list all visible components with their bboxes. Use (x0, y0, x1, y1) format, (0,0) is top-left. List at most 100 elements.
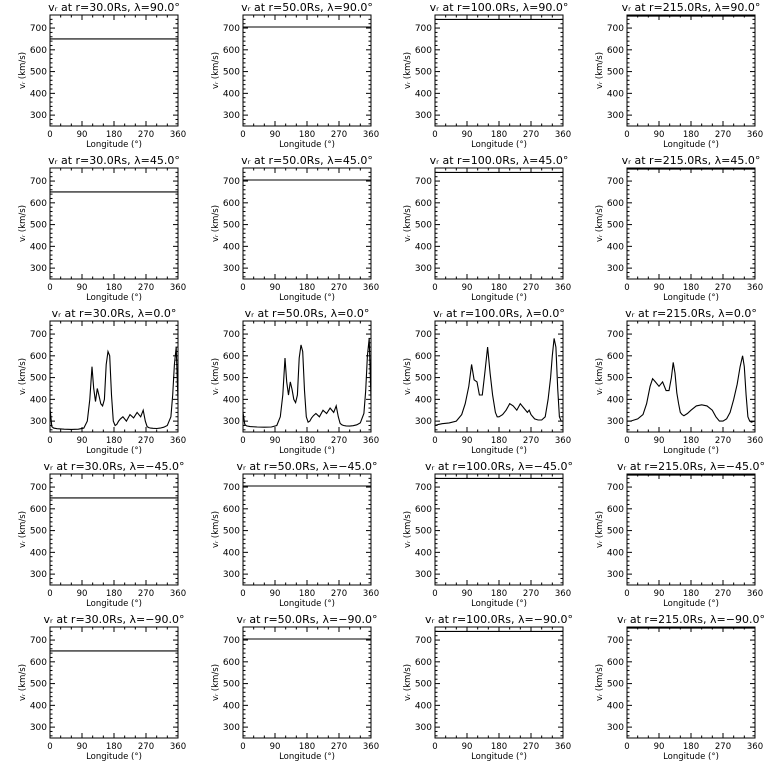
x-tick-label: 90 (77, 742, 88, 752)
x-tick-label: 180 (299, 436, 315, 446)
y-tick-label: 700 (223, 24, 240, 34)
y-tick-label: 500 (607, 680, 624, 690)
y-tick-label: 600 (607, 505, 624, 515)
y-tick-label: 700 (30, 177, 47, 187)
x-tick-label: 180 (683, 130, 699, 140)
x-tick-label: 360 (555, 436, 571, 446)
x-tick-label: 0 (240, 589, 245, 599)
plot-frame (434, 14, 564, 127)
x-tick-label: 90 (77, 589, 88, 599)
plot-frame (626, 14, 756, 127)
x-tick-label: 270 (331, 283, 347, 293)
x-tick-label: 180 (491, 436, 507, 446)
plot-frame (242, 320, 372, 433)
x-tick-label: 360 (555, 742, 571, 752)
x-tick-label: 360 (170, 436, 186, 446)
y-tick-label: 400 (30, 89, 47, 99)
y-tick-label: 700 (607, 177, 624, 187)
y-axis-label: vᵣ (km/s) (595, 205, 605, 242)
x-tick-label: 90 (462, 589, 473, 599)
y-tick-label: 600 (223, 199, 240, 209)
y-tick-label: 600 (415, 199, 432, 209)
x-tick-label: 90 (270, 742, 281, 752)
y-axis-label: vᵣ (km/s) (211, 205, 221, 242)
panel-6: vᵣ at r=50.0Rs, λ=45.0° 0 90 180 270 360 300 40… (211, 154, 379, 303)
panel-4: vᵣ at r=215.0Rs, λ=90.0° 0 90 180 270 360 300 4… (595, 1, 763, 150)
x-tick-label: 270 (138, 589, 154, 599)
y-tick-label: 300 (415, 417, 432, 427)
y-tick-label: 300 (415, 723, 432, 733)
x-tick-label: 180 (491, 283, 507, 293)
panel-1: vᵣ at r=30.0Rs, λ=90.0° 0 90 180 270 360 300 40… (18, 1, 186, 150)
x-axis-label: Longitude (°) (86, 293, 142, 303)
y-tick-label: 400 (607, 89, 624, 99)
y-axis-label: vᵣ (km/s) (18, 52, 28, 89)
x-axis-label: Longitude (°) (471, 140, 527, 150)
x-tick-label: 360 (363, 436, 379, 446)
y-tick-label: 500 (415, 680, 432, 690)
x-tick-label: 180 (683, 436, 699, 446)
y-tick-label: 500 (30, 68, 47, 78)
x-tick-label: 180 (106, 436, 122, 446)
panel-title: vᵣ at r=30.0Rs, λ=90.0° (48, 1, 180, 14)
x-tick-label: 360 (170, 589, 186, 599)
y-tick-label: 400 (415, 548, 432, 558)
x-tick-label: 270 (523, 742, 539, 752)
y-tick-label: 500 (223, 680, 240, 690)
y-tick-label: 500 (415, 221, 432, 231)
plot-frame (434, 473, 564, 586)
y-tick-label: 400 (223, 701, 240, 711)
panel-title: vᵣ at r=215.0Rs, λ=45.0° (622, 154, 761, 167)
plot-frame (49, 473, 179, 586)
y-axis-label: vᵣ (km/s) (18, 358, 28, 395)
panel-title: vᵣ at r=100.0Rs, λ=45.0° (430, 154, 569, 167)
y-tick-label: 700 (607, 636, 624, 646)
x-tick-label: 270 (523, 283, 539, 293)
y-tick-label: 300 (30, 570, 47, 580)
y-tick-label: 600 (223, 658, 240, 668)
y-tick-label: 500 (223, 374, 240, 384)
y-axis-label: vᵣ (km/s) (18, 664, 28, 701)
x-tick-label: 360 (363, 130, 379, 140)
panel-18: vᵣ at r=50.0Rs, λ=−90.0° 0 90 180 270 360 300 4… (211, 613, 379, 762)
series-line (243, 338, 371, 428)
y-tick-label: 500 (223, 221, 240, 231)
x-tick-label: 360 (363, 589, 379, 599)
y-tick-label: 400 (30, 701, 47, 711)
y-axis-label: vᵣ (km/s) (403, 358, 413, 395)
x-tick-label: 90 (270, 589, 281, 599)
y-tick-label: 700 (30, 330, 47, 340)
y-tick-label: 700 (223, 636, 240, 646)
x-tick-label: 0 (240, 742, 245, 752)
y-tick-label: 500 (30, 527, 47, 537)
y-tick-label: 700 (30, 24, 47, 34)
x-tick-label: 0 (624, 130, 629, 140)
y-tick-label: 500 (30, 221, 47, 231)
y-tick-label: 300 (223, 264, 240, 274)
y-tick-label: 600 (415, 352, 432, 362)
y-tick-label: 500 (30, 680, 47, 690)
y-tick-label: 300 (30, 723, 47, 733)
plot-frame (434, 167, 564, 280)
panel-19: vᵣ at r=100.0Rs, λ=−90.0° 0 90 180 270 360 300… (403, 613, 573, 762)
panel-title: vᵣ at r=100.0Rs, λ=0.0° (433, 307, 565, 320)
y-tick-label: 700 (223, 330, 240, 340)
x-tick-label: 180 (299, 589, 315, 599)
y-tick-label: 300 (30, 264, 47, 274)
panel-title: vᵣ at r=215.0Rs, λ=90.0° (622, 1, 761, 14)
y-tick-label: 400 (607, 701, 624, 711)
x-tick-label: 360 (747, 130, 763, 140)
x-tick-label: 270 (138, 436, 154, 446)
y-tick-label: 700 (607, 483, 624, 493)
x-tick-label: 360 (170, 130, 186, 140)
x-axis-label: Longitude (°) (663, 752, 719, 762)
x-tick-label: 360 (170, 742, 186, 752)
x-tick-label: 360 (747, 283, 763, 293)
y-tick-label: 600 (30, 505, 47, 515)
panel-8: vᵣ at r=215.0Rs, λ=45.0° 0 90 180 270 360 300 4… (595, 154, 763, 303)
plot-frame (434, 320, 564, 433)
x-tick-label: 360 (170, 283, 186, 293)
y-axis-label: vᵣ (km/s) (403, 205, 413, 242)
plot-frame (49, 167, 179, 280)
